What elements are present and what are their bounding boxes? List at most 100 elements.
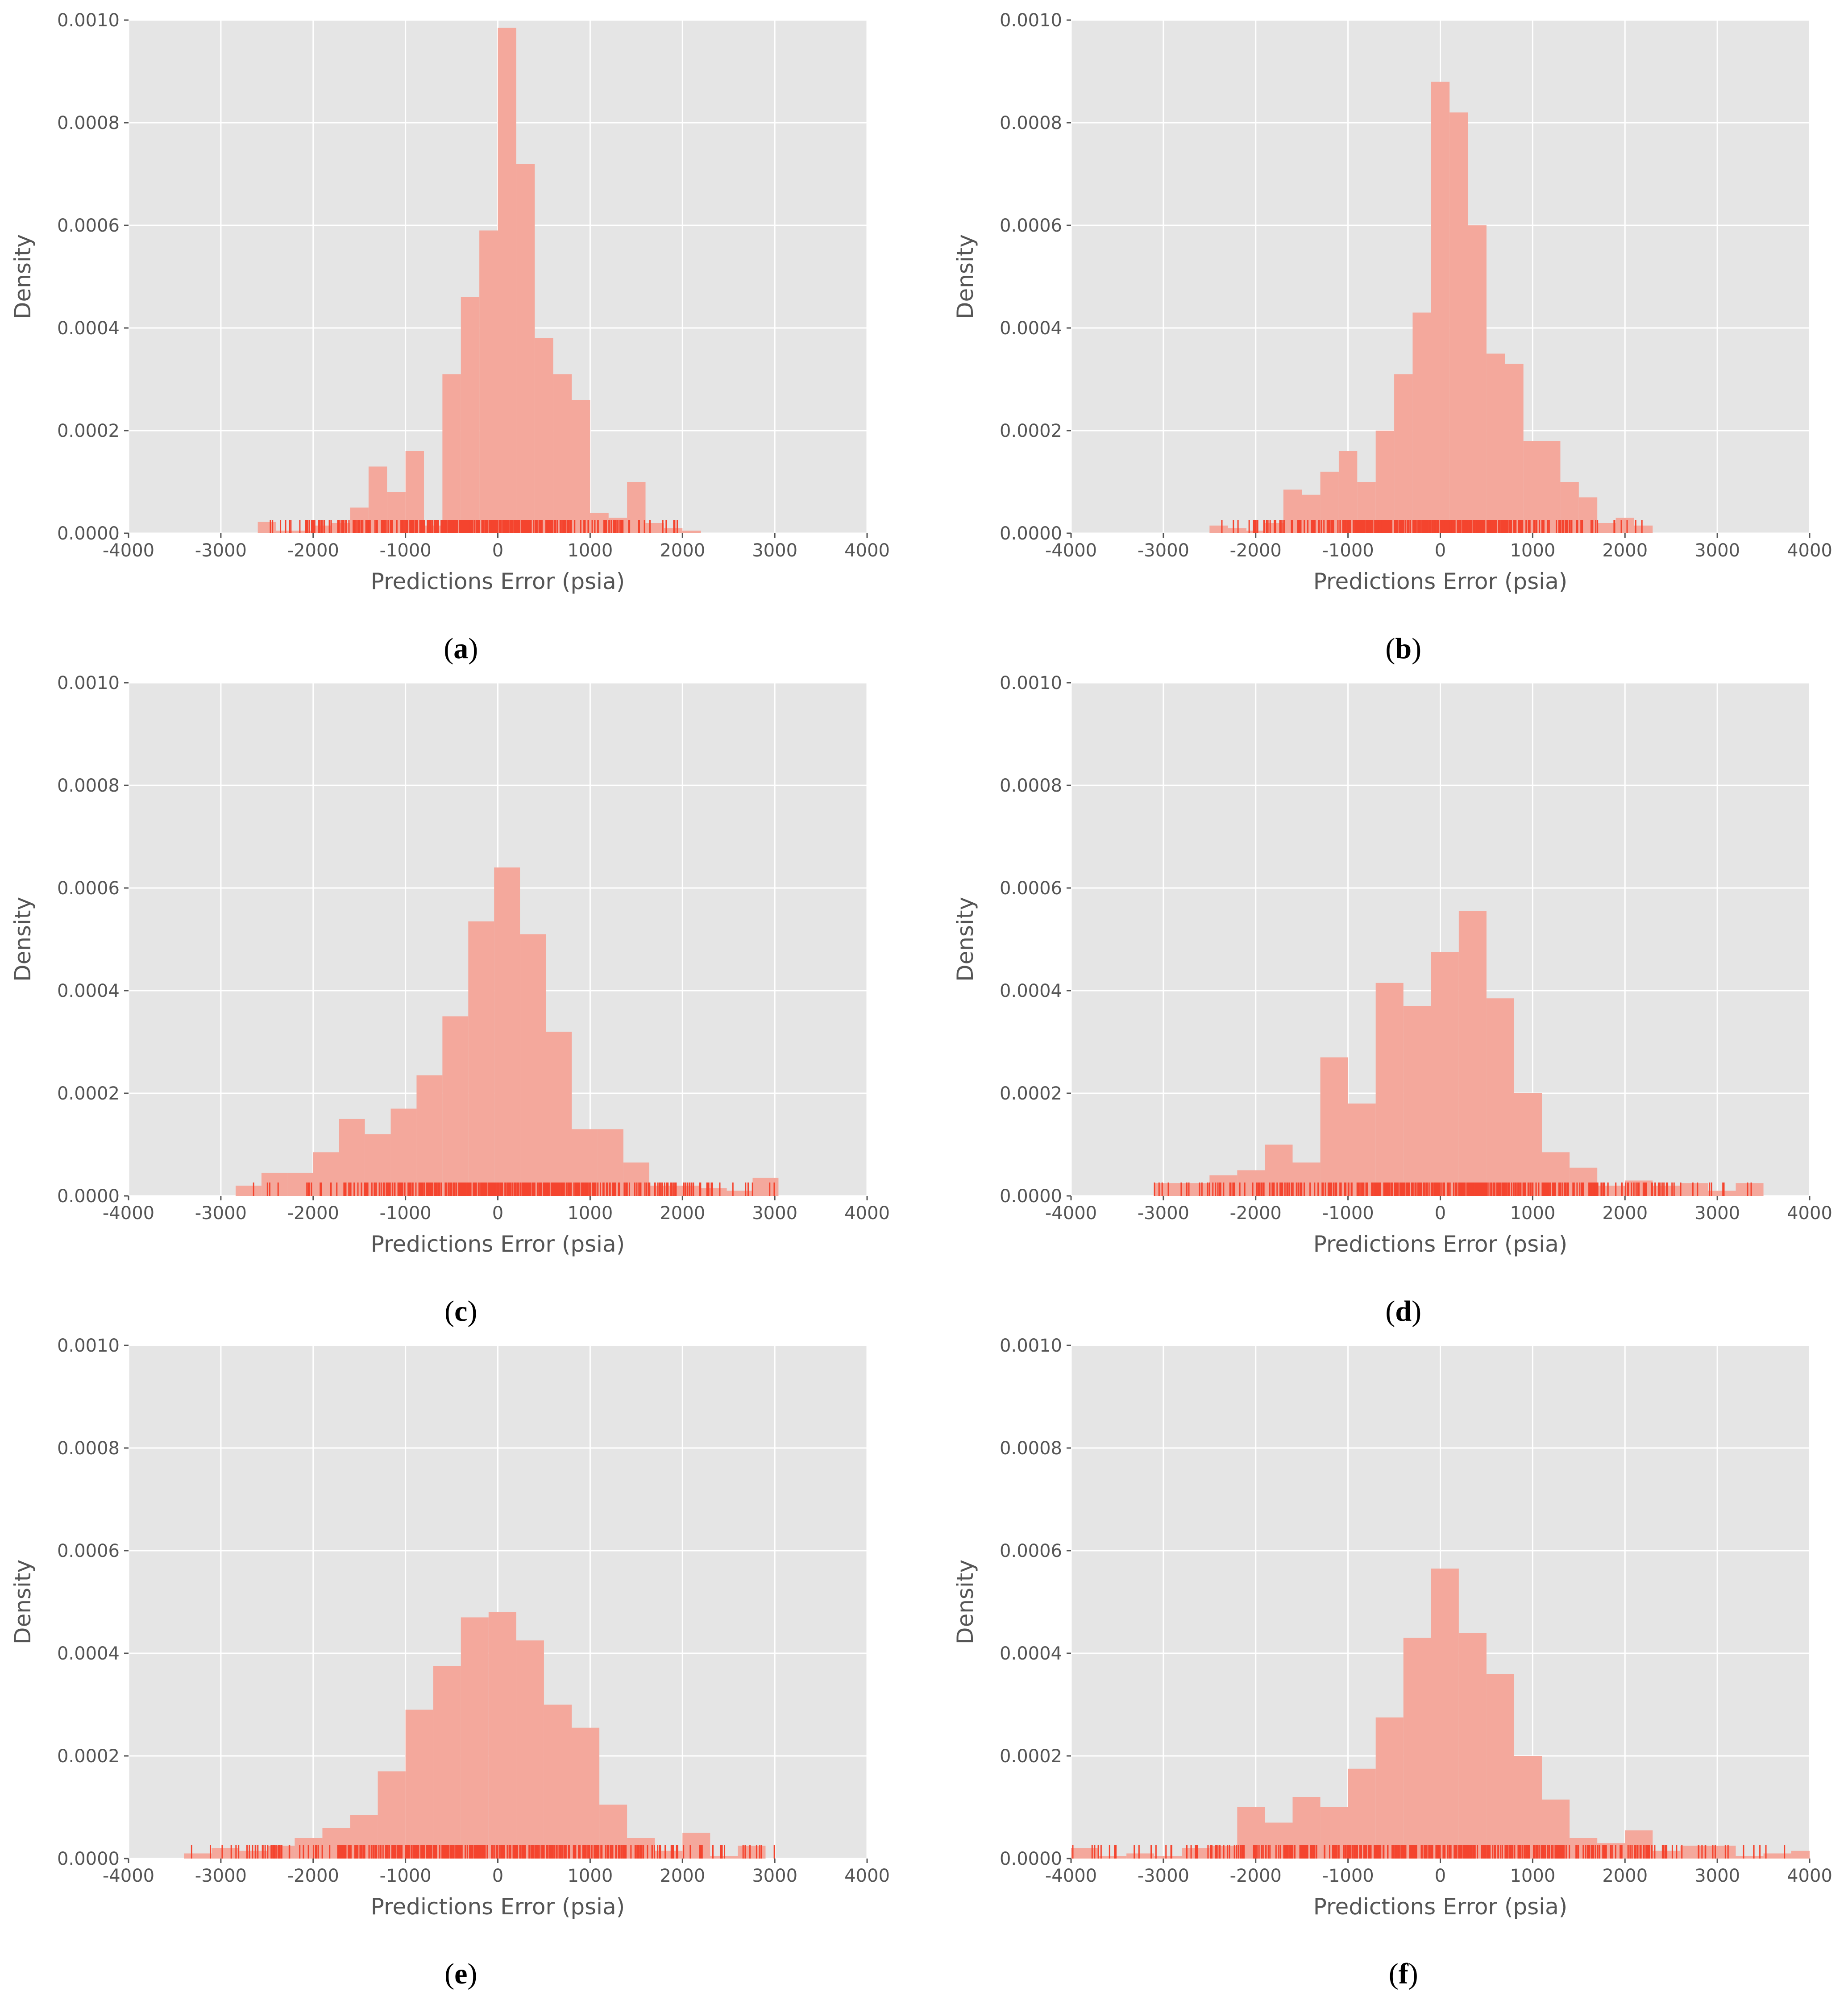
histogram-bar [257, 522, 276, 533]
panel-caption: (e) [444, 1958, 477, 1990]
histogram-bar [1412, 312, 1431, 533]
y-tick-label: 0.0000 [1000, 523, 1062, 544]
y-axis-title: Density [10, 234, 36, 319]
caption-close: ) [467, 1958, 477, 1990]
histogram-bar [1634, 525, 1653, 533]
histogram-bar [1126, 1853, 1154, 1859]
histogram-bar [1375, 431, 1395, 533]
y-tick-label: 0.0004 [1000, 981, 1062, 1001]
x-tick-label: 1000 [1510, 1866, 1555, 1886]
histogram-bar [461, 1617, 489, 1859]
histogram-bar [535, 338, 553, 533]
x-axis-title: Predictions Error (psia) [1313, 1231, 1567, 1257]
x-tick-label: 1000 [567, 1203, 613, 1224]
y-tick-label: 0.0004 [57, 1643, 120, 1664]
histogram-bar [682, 531, 701, 533]
histogram-bar [1292, 1162, 1321, 1196]
panel-caption: (a) [444, 632, 478, 665]
y-tick-label: 0.0002 [57, 1746, 120, 1767]
histogram-bar [1154, 1856, 1182, 1859]
y-tick-label: 0.0008 [1000, 113, 1062, 133]
y-tick-label: 0.0006 [57, 1541, 120, 1561]
x-tick-label: 4000 [844, 1866, 890, 1886]
x-tick-label: 2000 [1602, 540, 1648, 561]
y-tick-label: 0.0010 [57, 1336, 120, 1356]
rug-marks [1221, 520, 1643, 533]
histogram-bar [1449, 112, 1468, 533]
histogram-bar [1458, 1633, 1487, 1859]
panel-f: -4000 -3000 -2000 -1000 0 1000 2000 3000 4000 0.0… [952, 1336, 1832, 1990]
histogram-bar [1375, 1717, 1404, 1859]
y-tick-label: 0.0008 [57, 776, 120, 796]
histogram-bar [1338, 451, 1358, 533]
histogram-bar [1348, 1768, 1376, 1859]
y-tick-label: 0.0002 [1000, 1083, 1062, 1104]
y-tick-label: 0.0010 [57, 673, 120, 693]
x-tick-label: -3000 [195, 1203, 247, 1224]
panel-b: -4000 -3000 -2000 -1000 0 1000 2000 3000 4000 0.0… [952, 10, 1832, 665]
caption-close: ) [1412, 1295, 1421, 1328]
x-tick-label: 4000 [844, 540, 890, 561]
caption-close: ) [467, 1295, 477, 1328]
y-axis-title: Density [10, 897, 36, 982]
y-tick-label: 0.0000 [57, 1849, 120, 1869]
histogram-bar [1348, 1104, 1376, 1196]
y-tick-label: 0.0010 [1000, 10, 1062, 31]
caption-letter: c [454, 1295, 467, 1328]
histogram-bar [1182, 1183, 1210, 1196]
x-tick-label: -1000 [380, 1866, 432, 1886]
x-tick-label: -3000 [1138, 1866, 1189, 1886]
histogram-bar [1597, 523, 1616, 533]
panel-caption: (b) [1385, 632, 1421, 665]
histogram-bar [468, 921, 494, 1196]
histogram-bar [461, 297, 480, 533]
histogram-bar [520, 934, 546, 1196]
panel-caption: (d) [1385, 1295, 1421, 1328]
x-tick-label: -4000 [103, 540, 154, 561]
y-tick-label: 0.0008 [57, 1438, 120, 1459]
caption-letter: d [1395, 1295, 1412, 1328]
rug-marks [1154, 1183, 1752, 1196]
x-tick-label: -1000 [1322, 1866, 1374, 1886]
histogram-bar [1514, 1093, 1542, 1196]
histogram-bar [1237, 1170, 1265, 1196]
histogram-bar [1099, 1856, 1127, 1859]
caption-open: ( [1385, 632, 1395, 665]
y-tick-label: 0.0000 [57, 523, 120, 544]
x-tick-label: 4000 [844, 1203, 890, 1224]
y-axis-title: Density [10, 1560, 36, 1644]
x-tick-label: -3000 [195, 540, 247, 561]
y-tick-label: 0.0002 [57, 1083, 120, 1104]
histogram-bar [1228, 528, 1247, 533]
x-tick-label: 4000 [1787, 1866, 1832, 1886]
y-tick-label: 0.0006 [1000, 1541, 1062, 1561]
panel-caption: (c) [444, 1295, 477, 1328]
panel-d: -4000 -3000 -2000 -1000 0 1000 2000 3000 4000 0.0… [952, 673, 1832, 1328]
x-tick-label: 3000 [1694, 1203, 1740, 1224]
histogram-bar [295, 531, 313, 533]
caption-close: ) [1412, 632, 1421, 665]
histogram-bar [1431, 82, 1450, 533]
histogram-bar [479, 230, 498, 533]
histogram-bar [516, 164, 535, 533]
y-axis-title: Density [952, 234, 978, 319]
x-tick-label: -4000 [103, 1203, 154, 1224]
histogram-bar [313, 1152, 339, 1196]
y-tick-label: 0.0000 [1000, 1186, 1062, 1207]
rug-marks [1072, 1845, 1786, 1859]
x-tick-label: 2000 [1602, 1866, 1648, 1886]
x-axis-title: Predictions Error (psia) [1313, 1894, 1567, 1920]
y-axis-title: Density [952, 1560, 978, 1644]
histogram-bar [645, 523, 664, 533]
x-tick-label: 3000 [752, 1866, 797, 1886]
y-tick-label: 0.0004 [1000, 1643, 1062, 1664]
histogram-bar [1375, 983, 1404, 1196]
caption-letter: b [1395, 632, 1412, 665]
x-tick-label: 3000 [752, 540, 797, 561]
histogram-bar [701, 1188, 727, 1196]
x-tick-label: 0 [492, 1866, 503, 1886]
x-tick-label: 2000 [660, 540, 705, 561]
histogram-bar [1320, 1057, 1348, 1196]
rug-marks [191, 1845, 775, 1859]
